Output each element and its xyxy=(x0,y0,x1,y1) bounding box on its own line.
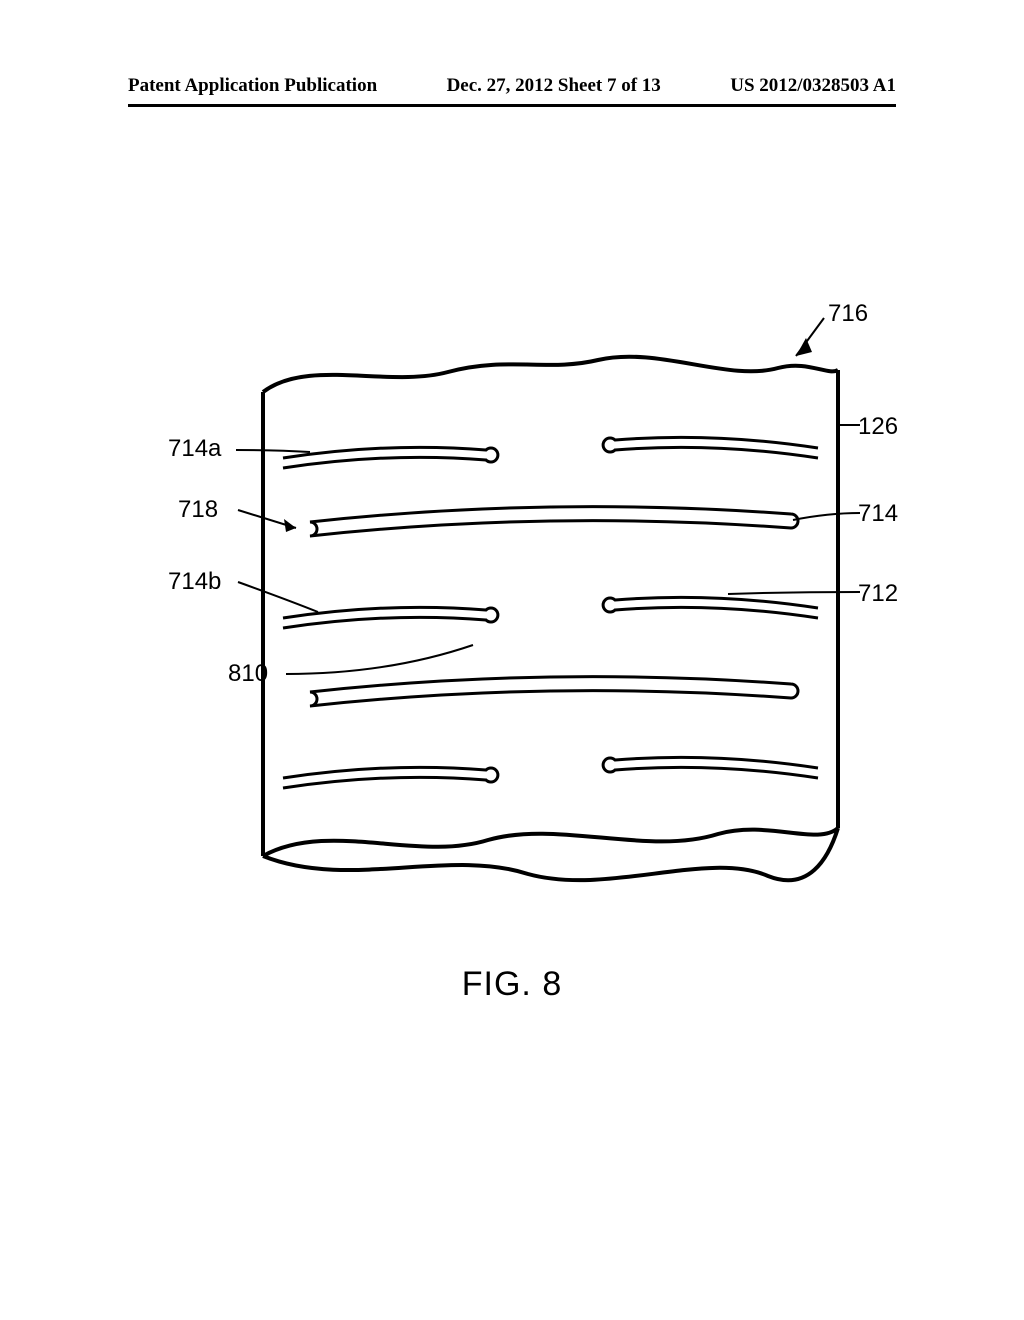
slot-row-5 xyxy=(283,757,818,788)
slot-row-2 xyxy=(310,507,798,536)
header-right: US 2012/0328503 A1 xyxy=(730,75,896,97)
slot-row-1 xyxy=(283,437,818,468)
figure-container: 716 126 714 712 714a 718 714b 810 xyxy=(128,300,896,950)
figure-caption: FIG. 8 xyxy=(0,965,1024,1004)
figure-svg xyxy=(128,300,896,950)
header-separator xyxy=(128,104,896,107)
label-714: 714 xyxy=(858,500,898,528)
label-714b: 714b xyxy=(168,568,221,596)
label-718: 718 xyxy=(178,496,218,524)
header-left: Patent Application Publication xyxy=(128,75,377,97)
slot-row-3 xyxy=(283,597,818,628)
slot-row-4 xyxy=(310,677,798,706)
header-center: Dec. 27, 2012 Sheet 7 of 13 xyxy=(447,75,661,97)
shell-top-break xyxy=(263,357,838,392)
page-header: Patent Application Publication Dec. 27, … xyxy=(128,75,896,97)
label-126: 126 xyxy=(858,413,898,441)
label-810: 810 xyxy=(228,660,268,688)
leader-716 xyxy=(796,318,824,356)
label-714a: 714a xyxy=(168,435,221,463)
shell-bottom-break-back xyxy=(263,828,838,856)
label-712: 712 xyxy=(858,580,898,608)
label-716: 716 xyxy=(828,300,868,328)
